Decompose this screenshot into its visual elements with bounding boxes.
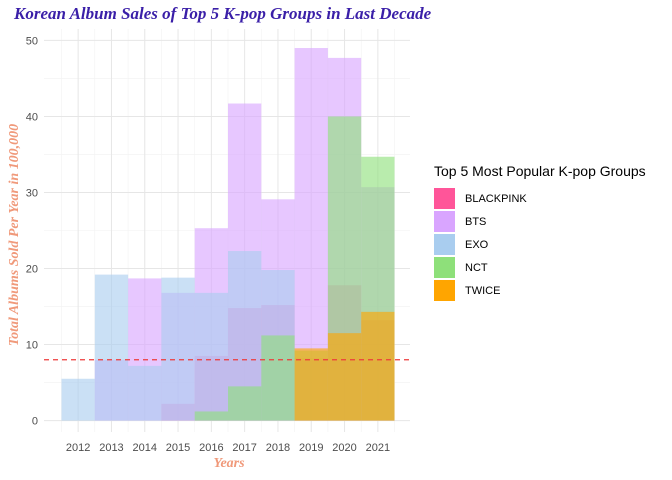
y-tick-label: 50 (26, 35, 38, 47)
bar-exo (194, 292, 228, 421)
y-tick-label: 30 (26, 187, 38, 199)
legend-item: NCT (434, 256, 646, 279)
legend-label: TWICE (465, 284, 501, 297)
bar-twice (361, 311, 395, 421)
legend-swatch (434, 211, 455, 232)
x-tick-label: 2017 (232, 442, 256, 454)
x-tick-label: 2013 (99, 442, 123, 454)
legend-label: BTS (465, 215, 487, 228)
x-axis-label: Years (213, 456, 245, 471)
bar-nct (194, 411, 228, 421)
legend-label: EXO (465, 238, 489, 251)
x-tick-label: 2021 (366, 442, 390, 454)
legend-label: NCT (465, 261, 488, 274)
y-tick-label: 10 (26, 340, 38, 352)
legend-item: BTS (434, 210, 646, 233)
y-tick-label: 0 (32, 416, 38, 428)
x-tick-label: 2018 (266, 442, 290, 454)
x-tick-label: 2019 (299, 442, 323, 454)
legend-swatch (434, 280, 455, 301)
x-tick-label: 2015 (166, 442, 190, 454)
legend-swatch (434, 188, 455, 209)
legend-item: EXO (434, 233, 646, 256)
bar-exo (61, 378, 95, 421)
legend: Top 5 Most Popular K-pop Groups BLACKPIN… (434, 163, 646, 302)
chart-title: Korean Album Sales of Top 5 K-pop Groups… (14, 4, 432, 23)
legend-title: Top 5 Most Popular K-pop Groups (434, 163, 646, 179)
legend-swatch (434, 257, 455, 278)
bar-exo (94, 274, 129, 421)
bar-exo (161, 277, 195, 421)
bar-nct (261, 335, 295, 421)
x-tick-label: 2020 (332, 442, 356, 454)
legend-item: BLACKPINK (434, 187, 646, 210)
legend-items: BLACKPINK BTS EXO NCT TWICE (434, 187, 646, 302)
x-tick-label: 2016 (199, 442, 223, 454)
legend-swatch (434, 234, 455, 255)
bar-exo (128, 365, 162, 421)
x-tick-label: 2012 (66, 442, 90, 454)
y-tick-label: 40 (26, 111, 38, 123)
bar-twice (327, 333, 362, 421)
bar-nct (228, 386, 262, 421)
legend-item: TWICE (434, 279, 646, 302)
x-tick-label: 2014 (133, 442, 157, 454)
legend-label: BLACKPINK (465, 192, 527, 205)
bar-twice (294, 348, 328, 421)
y-tick-label: 20 (26, 264, 38, 276)
